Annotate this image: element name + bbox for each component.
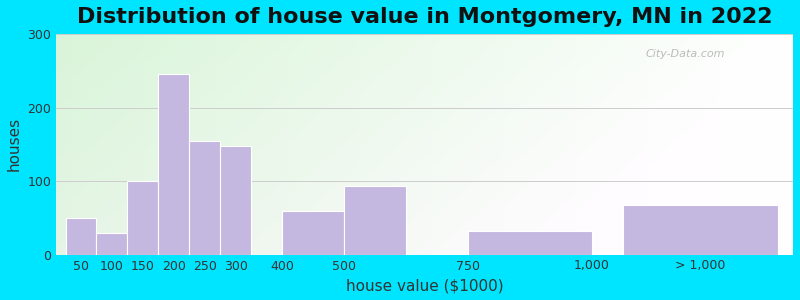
X-axis label: house value ($1000): house value ($1000)	[346, 278, 503, 293]
Bar	[220, 146, 251, 255]
Title: Distribution of house value in Montgomery, MN in 2022: Distribution of house value in Montgomer…	[77, 7, 772, 27]
Bar	[190, 141, 220, 255]
Bar	[282, 211, 344, 255]
Bar	[127, 181, 158, 255]
Y-axis label: houses: houses	[7, 117, 22, 171]
Bar	[468, 231, 592, 255]
Bar	[622, 206, 778, 255]
Bar	[66, 218, 97, 255]
Bar	[158, 74, 190, 255]
Text: City-Data.com: City-Data.com	[646, 50, 725, 59]
Bar	[97, 232, 127, 255]
Bar	[344, 186, 406, 255]
